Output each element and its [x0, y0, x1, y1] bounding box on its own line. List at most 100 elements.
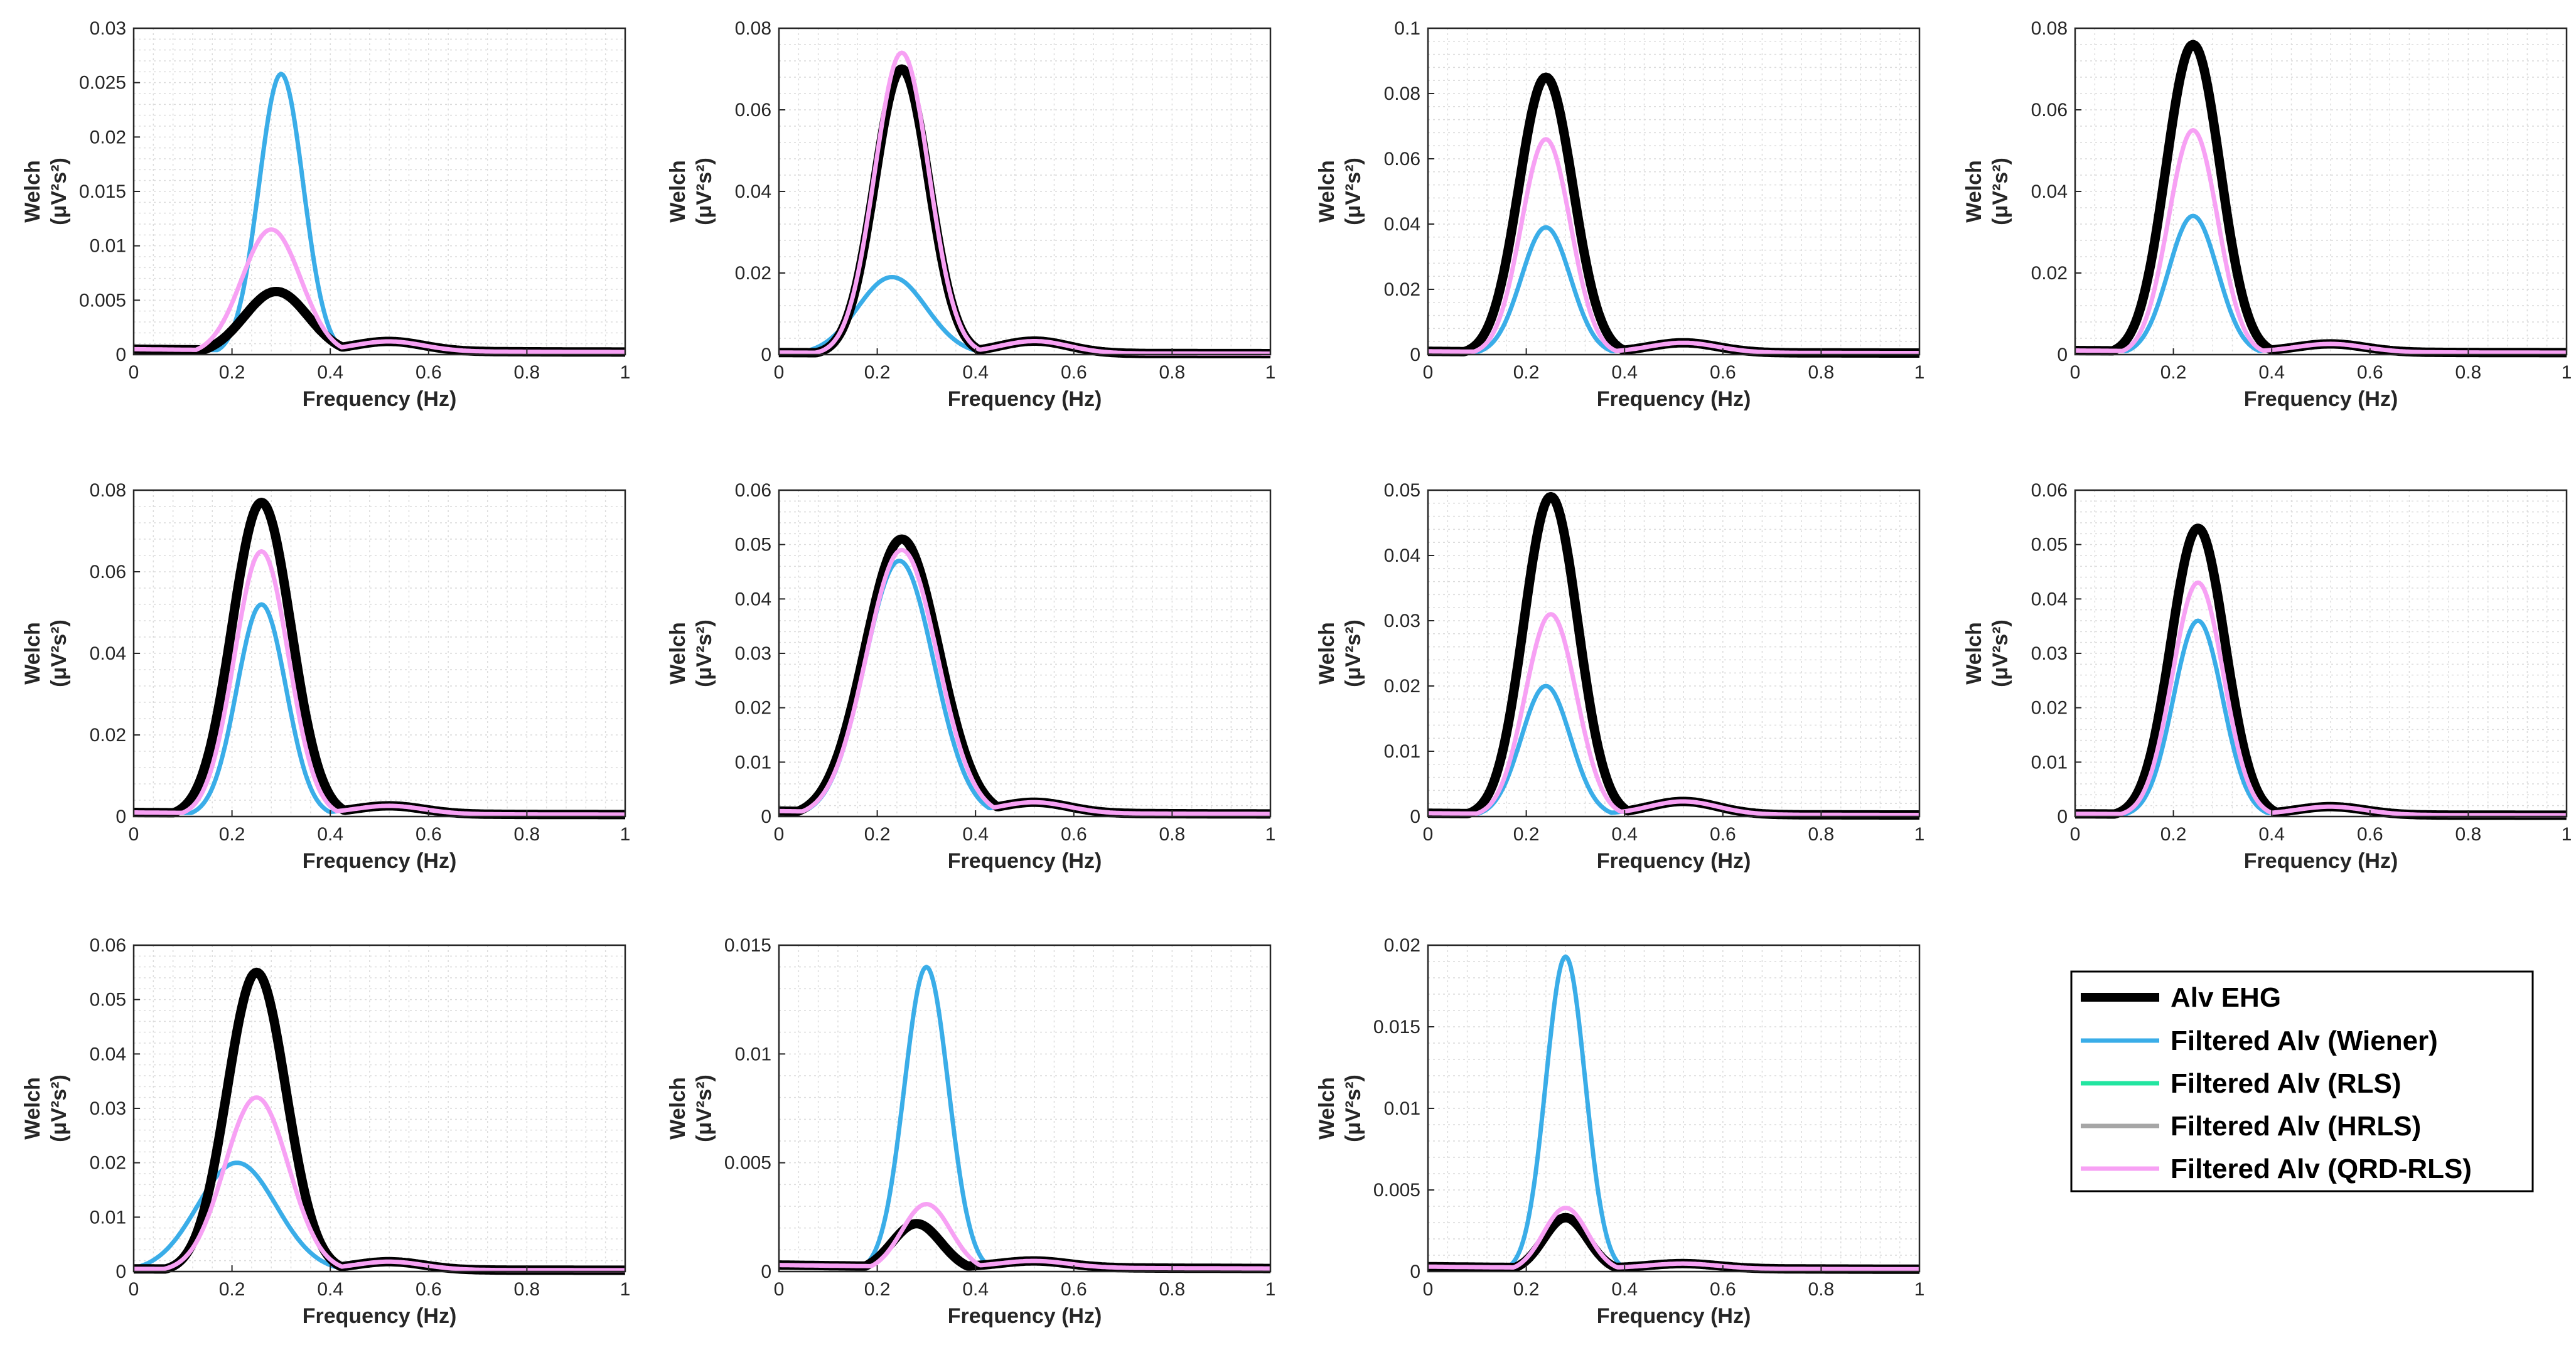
- x-tick-label: 0: [2070, 362, 2081, 383]
- y-axis-label: Welch: [1315, 622, 1339, 685]
- x-tick-label: 1: [1914, 1279, 1925, 1300]
- x-tick-label: 0.2: [219, 824, 245, 845]
- y-tick-label: 0.06: [735, 100, 771, 121]
- x-tick-label: 0.2: [864, 362, 891, 383]
- y-tick-label: 0.04: [90, 643, 126, 664]
- y-tick-label: 0.06: [90, 935, 126, 956]
- axes-box: [778, 944, 1272, 1273]
- x-axis-label: Frequency (Hz): [303, 849, 457, 873]
- x-tick-label: 0.8: [2455, 362, 2482, 383]
- subplot-10: 0 0.2 0.4 0.6 0.8 1 0 0.005 0.01 0.015 Frequency (…: [666, 935, 1275, 1328]
- x-tick-label: 1: [1265, 362, 1276, 383]
- x-tick-label: 0: [774, 1279, 785, 1300]
- y-tick-label: 0: [761, 345, 771, 365]
- x-tick-label: 0.2: [1513, 824, 1540, 845]
- y-tick-label: 0: [1410, 1262, 1420, 1282]
- y-tick-label: 0.04: [735, 589, 771, 609]
- x-tick-label: 0.4: [317, 362, 343, 383]
- y-axis-units: (μV²s²): [1988, 158, 2012, 225]
- x-tick-label: 0.8: [514, 1279, 540, 1300]
- y-tick-label: 0.03: [735, 643, 771, 664]
- x-tick-label: 0: [129, 362, 139, 383]
- subplot-3: 0 0.2 0.4 0.6 0.8 1 0 0.02 0.04 0.06 0.08 0.1 Freque…: [1315, 18, 1924, 411]
- x-tick-label: 0.4: [1611, 362, 1638, 383]
- y-tick-label: 0.04: [735, 181, 771, 202]
- y-tick-label: 0.02: [2031, 263, 2068, 284]
- y-tick-label: 0.08: [2031, 18, 2068, 39]
- series-qrd: [133, 227, 626, 355]
- y-axis-units: (μV²s²): [692, 158, 716, 225]
- y-tick-label: 0.05: [2031, 535, 2068, 555]
- y-axis-units: (μV²s²): [692, 619, 716, 687]
- legend-label-hrls: Filtered Alv (HRLS): [2171, 1111, 2421, 1142]
- y-tick-label: 0: [115, 1262, 126, 1282]
- series-qrd: [2074, 128, 2567, 355]
- y-tick-label: 0.04: [2031, 589, 2068, 609]
- y-tick-label: 0.02: [1384, 279, 1420, 300]
- y-tick-label: 0.01: [1384, 1098, 1420, 1119]
- y-axis-label: Welch: [21, 622, 45, 685]
- x-tick-label: 0: [1423, 1279, 1434, 1300]
- y-axis-units: (μV²s²): [47, 158, 71, 225]
- y-axis-units: (μV²s²): [1341, 158, 1365, 225]
- x-tick-label: 1: [1265, 1279, 1276, 1300]
- x-tick-label: 0.6: [1061, 824, 1087, 845]
- y-tick-label: 0: [115, 345, 126, 365]
- x-tick-label: 0.6: [1061, 1279, 1087, 1300]
- x-tick-label: 0.8: [514, 824, 540, 845]
- y-tick-label: 0.01: [2031, 752, 2068, 773]
- x-tick-label: 0.8: [1159, 1279, 1186, 1300]
- x-tick-label: 0: [1423, 362, 1434, 383]
- legend: Alv EHG Filtered Alv (Wiener) Filtered A…: [2070, 970, 2534, 1192]
- y-tick-label: 0.005: [724, 1153, 771, 1174]
- x-tick-label: 0.6: [416, 1279, 442, 1300]
- y-tick-label: 0.02: [1384, 935, 1420, 956]
- y-tick-label: 0.06: [2031, 100, 2068, 121]
- y-axis-label: Welch: [21, 160, 45, 223]
- subplot-11: 0 0.2 0.4 0.6 0.8 1 0 0.005 0.01 0.015 0.02 Frequen…: [1315, 935, 1924, 1328]
- x-tick-label: 0.6: [416, 824, 442, 845]
- x-tick-label: 0.2: [864, 1279, 891, 1300]
- x-axis-label: Frequency (Hz): [1597, 1304, 1751, 1328]
- y-tick-label: 0.01: [90, 236, 126, 257]
- x-tick-label: 0.6: [1061, 362, 1087, 383]
- x-tick-label: 0.8: [1808, 362, 1835, 383]
- x-tick-label: 0.8: [2455, 824, 2482, 845]
- x-tick-label: 0: [129, 1279, 139, 1300]
- series-qrd: [133, 1095, 626, 1273]
- x-tick-label: 0.2: [1513, 362, 1540, 383]
- x-tick-label: 0: [774, 362, 785, 383]
- y-tick-label: 0.02: [2031, 698, 2068, 719]
- series-qrd: [1427, 1206, 1920, 1272]
- y-axis-units: (μV²s²): [1341, 619, 1365, 687]
- legend-label-wiener: Filtered Alv (Wiener): [2171, 1026, 2438, 1056]
- axes-box: [1427, 489, 1921, 818]
- x-tick-label: 0.4: [317, 1279, 343, 1300]
- y-tick-label: 0.08: [1384, 83, 1420, 104]
- x-tick-label: 0.2: [2160, 362, 2187, 383]
- y-tick-label: 0: [115, 806, 126, 827]
- x-tick-label: 0.8: [1808, 1279, 1835, 1300]
- subplot-4: 0 0.2 0.4 0.6 0.8 1 0 0.02 0.04 0.06 0.08 Frequency…: [1962, 18, 2572, 411]
- y-tick-label: 0.1: [1394, 18, 1420, 39]
- series-qrd: [778, 1202, 1271, 1271]
- x-tick-label: 1: [620, 1279, 631, 1300]
- x-axis-label: Frequency (Hz): [1597, 849, 1751, 873]
- y-tick-label: 0.03: [2031, 643, 2068, 664]
- series-qrd: [778, 547, 1271, 817]
- x-tick-label: 0.6: [1710, 362, 1736, 383]
- y-tick-label: 0.06: [90, 562, 126, 582]
- subplot-9: 0 0.2 0.4 0.6 0.8 1 0 0.01 0.02 0.03 0.04 0.05 0.06 F…: [21, 935, 630, 1328]
- y-tick-label: 0: [761, 1262, 771, 1282]
- y-tick-label: 0: [2057, 806, 2068, 827]
- x-axis-label: Frequency (Hz): [303, 387, 457, 411]
- x-tick-label: 0.8: [1159, 362, 1186, 383]
- x-tick-label: 0.4: [317, 824, 343, 845]
- y-axis-label: Welch: [1962, 160, 1986, 223]
- y-tick-label: 0: [1410, 345, 1420, 365]
- legend-label-qrd: Filtered Alv (QRD-RLS): [2171, 1154, 2472, 1184]
- x-tick-label: 0.6: [1710, 1279, 1736, 1300]
- y-tick-label: 0.015: [724, 935, 771, 956]
- y-axis-label: Welch: [1315, 1077, 1339, 1140]
